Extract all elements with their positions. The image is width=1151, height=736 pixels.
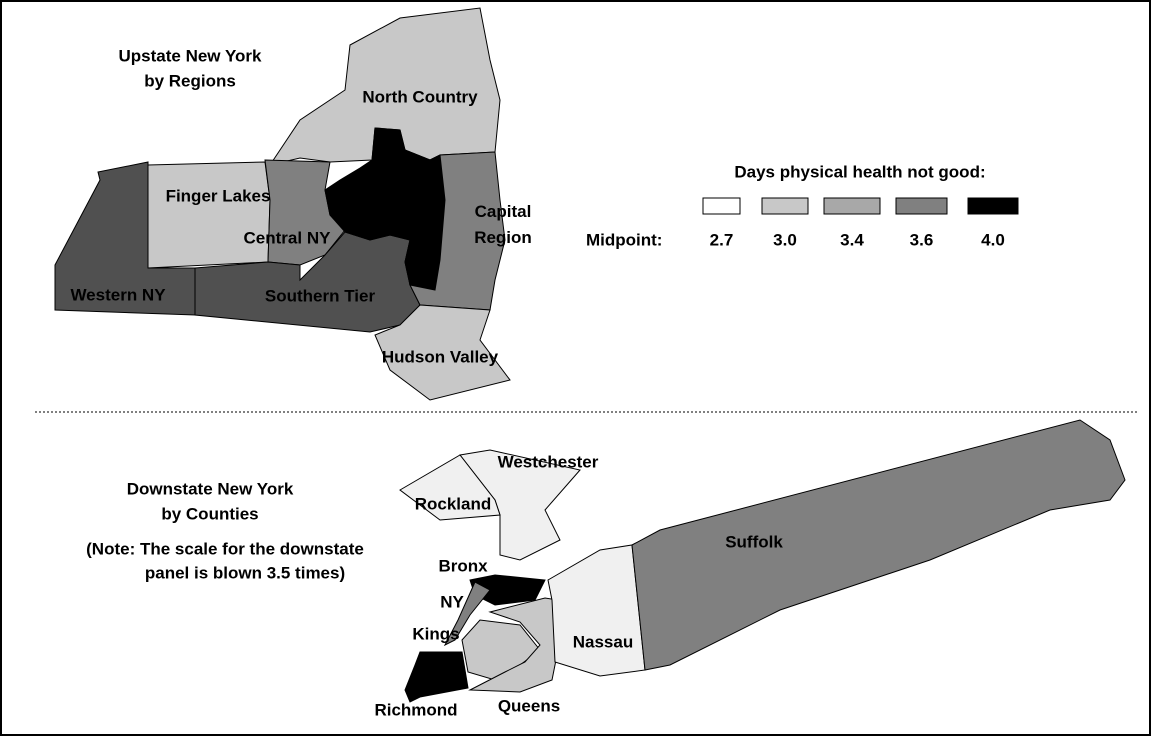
- region: [54, 161, 196, 316]
- region: [324, 127, 446, 291]
- region-label: Richmond: [374, 700, 457, 719]
- region-label: Westchester: [498, 452, 599, 471]
- region-label: Bronx: [438, 556, 488, 575]
- legend-swatch: [702, 197, 741, 215]
- region-label: Suffolk: [725, 532, 783, 551]
- region-label: Southern Tier: [265, 286, 376, 305]
- region-label: Rockland: [415, 494, 492, 513]
- region: [631, 419, 1126, 671]
- legend-midpoint: Midpoint:: [586, 230, 662, 249]
- region-label: Kings: [412, 624, 459, 643]
- legend-title: Days physical health not good:: [734, 162, 985, 181]
- region: [443, 581, 491, 647]
- region-label: Finger Lakes: [166, 186, 271, 205]
- legend-value: 2.7: [710, 230, 734, 249]
- region-label: Nassau: [573, 632, 633, 651]
- note: (Note: The scale for the downstate: [86, 539, 364, 558]
- note: panel is blown 3.5 times): [145, 563, 345, 582]
- region-label: Mohawk: [354, 190, 422, 209]
- legend-swatch: [895, 197, 948, 215]
- region-label: North Country: [362, 87, 478, 106]
- legend-value: 4.0: [981, 230, 1005, 249]
- upstate-title: by Regions: [144, 71, 236, 90]
- region: [547, 544, 646, 677]
- region-label: Central NY: [244, 228, 332, 247]
- legend-swatch: [761, 197, 809, 215]
- region-label: Capital Region: [474, 202, 532, 247]
- region: [147, 161, 271, 269]
- downstate-title: Downstate New York: [127, 479, 294, 498]
- region: [399, 454, 501, 521]
- downstate-title: by Counties: [161, 504, 258, 523]
- region: [264, 159, 346, 266]
- legend-value: 3.0: [773, 230, 797, 249]
- region: [404, 651, 469, 703]
- region-label: Queens: [498, 696, 560, 715]
- legend-swatch: [823, 197, 881, 215]
- legend-value: 3.4: [840, 230, 864, 249]
- region-label: Hudson Valley: [382, 347, 499, 366]
- region-label: Western NY: [70, 285, 166, 304]
- legend-swatch: [967, 197, 1019, 215]
- upstate-title: Upstate New York: [119, 46, 263, 65]
- region-label: NY: [440, 592, 464, 611]
- region: [374, 304, 511, 401]
- legend-value: 3.6: [910, 230, 934, 249]
